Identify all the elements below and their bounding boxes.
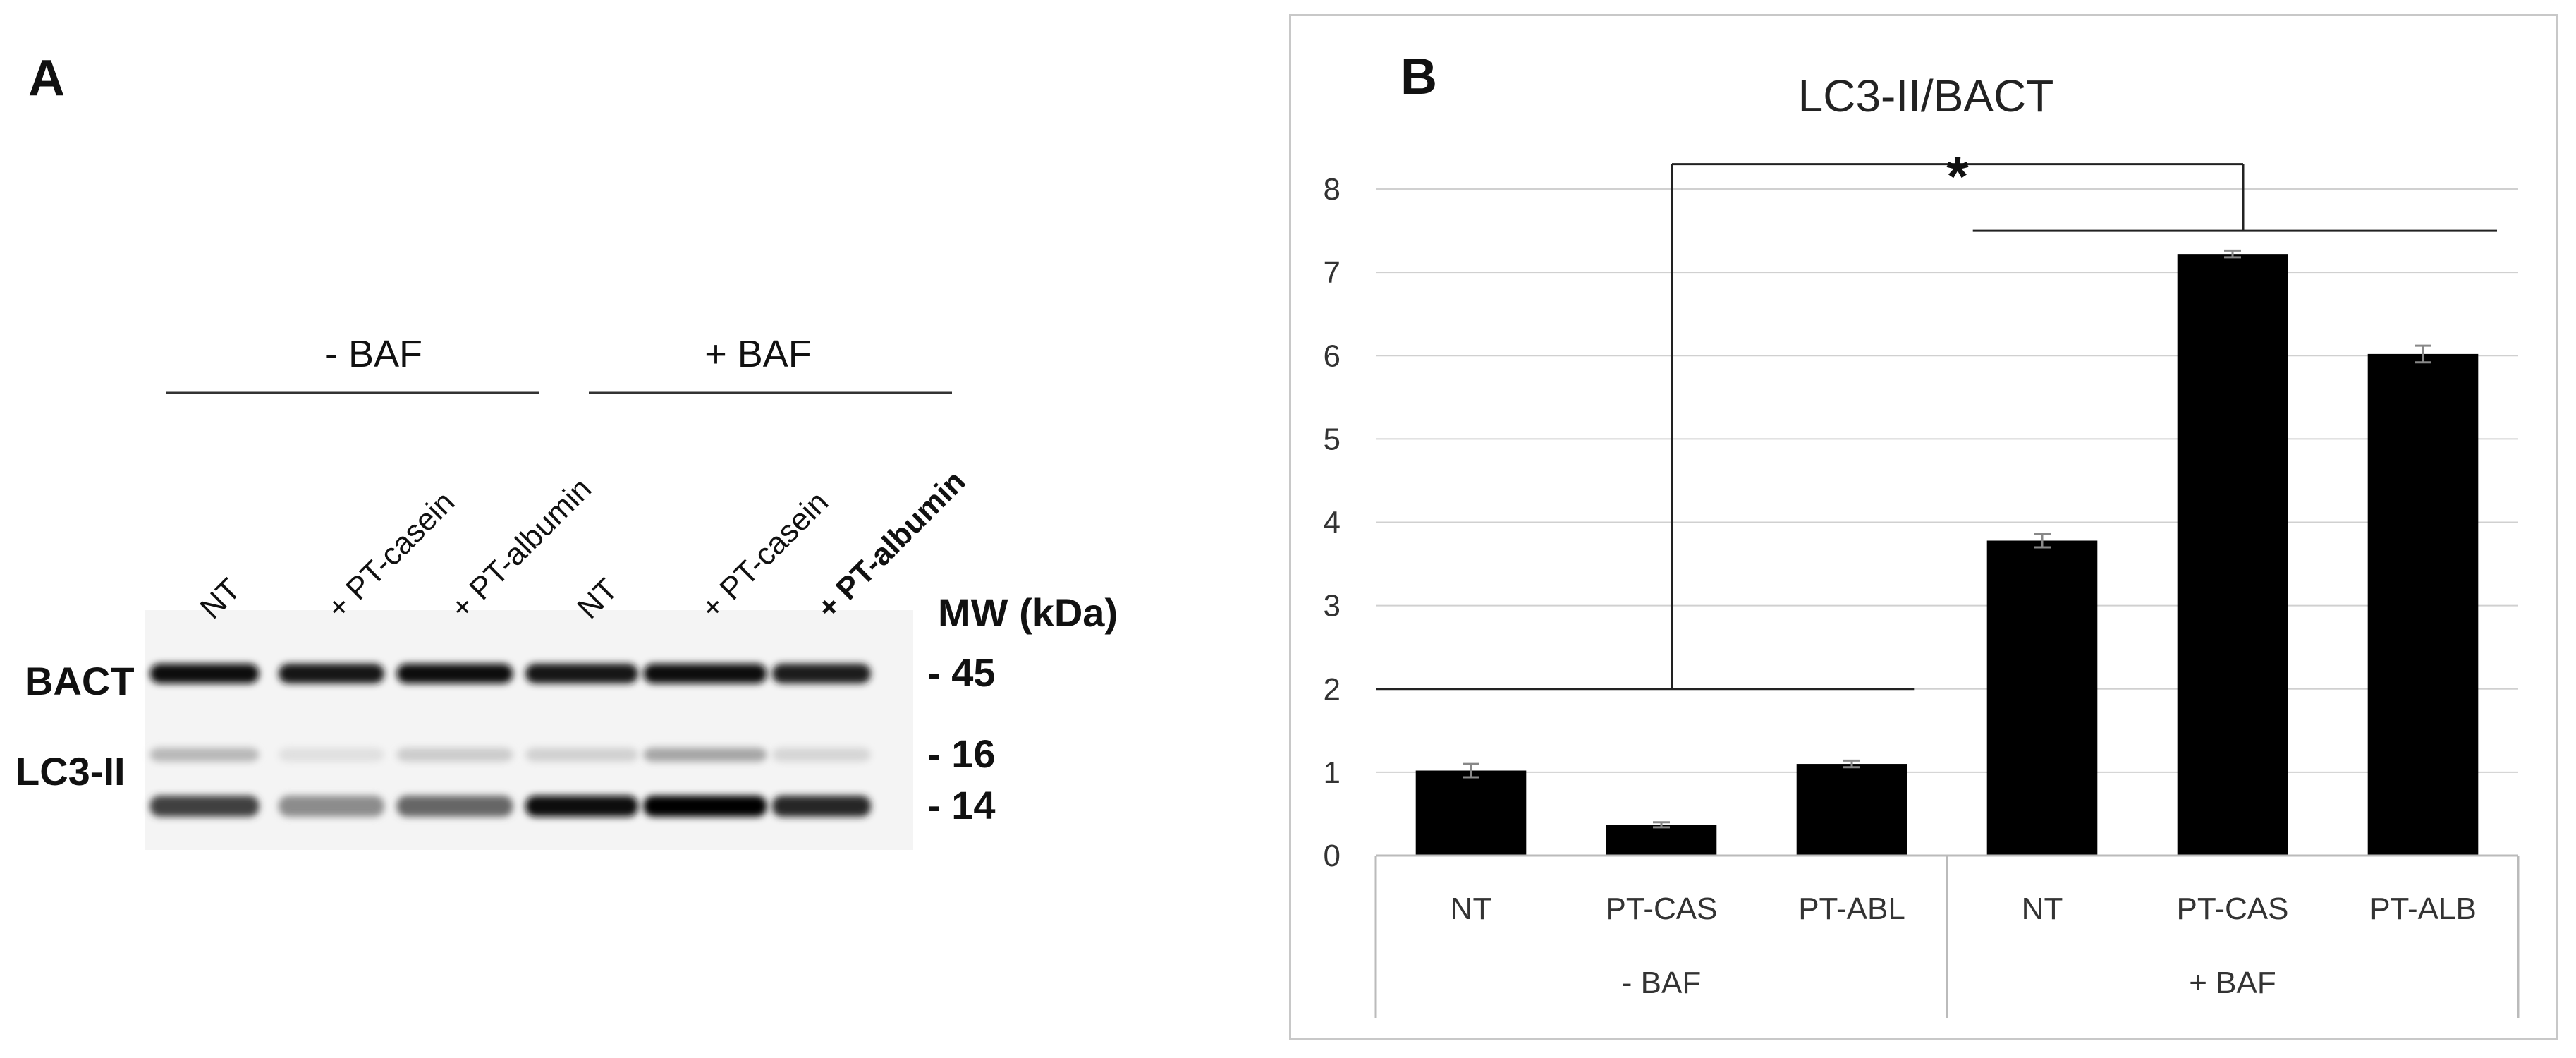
bar — [1606, 825, 1717, 856]
bar — [1986, 540, 2098, 856]
y-tick-label: 0 — [1324, 839, 1341, 873]
blot-band — [149, 664, 260, 683]
blot-band — [279, 664, 384, 683]
x-tick-label: PT-CAS — [1606, 892, 1718, 926]
bar-chart: LC3-II/BACT 0 1 2 3 4 5 6 7 8 NT PT-CAS PT-ABL NT PT-C… — [1324, 71, 2520, 1018]
blot-band — [772, 664, 871, 683]
blot-band — [772, 748, 871, 762]
group-label: - BAF — [325, 333, 422, 375]
bar — [1415, 770, 1527, 856]
blot-band — [525, 664, 638, 683]
group-axis-label: + BAF — [2189, 966, 2276, 1000]
blot-band — [643, 796, 767, 817]
y-tick-label: 1 — [1324, 755, 1341, 790]
blot-band — [396, 664, 513, 683]
bar — [1796, 764, 1907, 856]
x-tick-label: NT — [1451, 892, 1492, 926]
x-tick-label: PT-CAS — [2177, 892, 2289, 926]
y-tick-label: 7 — [1324, 255, 1341, 290]
blot-band — [643, 748, 767, 762]
lane-label: + PT-casein — [320, 485, 461, 626]
row-label-bact: BACT — [25, 659, 135, 703]
y-tick-label: 6 — [1324, 339, 1341, 373]
bar — [2177, 254, 2288, 856]
panel-a-letter: A — [28, 50, 65, 107]
blot-band — [396, 748, 513, 762]
x-tick-label: PT-ABL — [1798, 892, 1905, 926]
y-tick-label: 4 — [1324, 506, 1341, 540]
blot-band — [279, 796, 384, 817]
mw-marker: - 16 — [927, 731, 996, 776]
y-tick-label: 3 — [1324, 589, 1341, 624]
y-tick-label: 5 — [1324, 422, 1341, 456]
mw-marker: - 45 — [927, 650, 996, 695]
y-tick-label: 8 — [1324, 172, 1341, 207]
y-tick-label: 2 — [1324, 672, 1341, 707]
blot-band — [279, 748, 384, 762]
blot-band — [643, 664, 767, 683]
chart-title: LC3-II/BACT — [1798, 71, 2054, 121]
blot-band — [772, 796, 871, 817]
mw-marker: - 14 — [927, 783, 996, 827]
mw-header: MW (kDa) — [938, 590, 1118, 635]
blot-band — [525, 748, 638, 762]
group-axis-label: - BAF — [1622, 966, 1701, 1000]
x-tick-label: NT — [2022, 892, 2063, 926]
group-label: + BAF — [704, 333, 812, 375]
panel-b: B LC3-II/BACT 0 1 2 3 4 5 6 7 8 NT PT-CAS PT-ABL NT PT… — [1289, 14, 2558, 1040]
x-tick-label: PT-ALB — [2369, 892, 2477, 926]
blot-band — [149, 748, 260, 762]
blot-band — [149, 796, 260, 817]
blot-band — [396, 796, 513, 817]
panel-b-letter: B — [1400, 49, 1437, 105]
bar — [2367, 353, 2479, 856]
blot-band — [525, 796, 638, 817]
row-label-lc3: LC3-II — [16, 749, 126, 794]
panel-a: A - BAF + BAF NT + PT-casein + PT-albumin NT +… — [0, 0, 1255, 1054]
significance-marker: * — [1946, 145, 1969, 208]
